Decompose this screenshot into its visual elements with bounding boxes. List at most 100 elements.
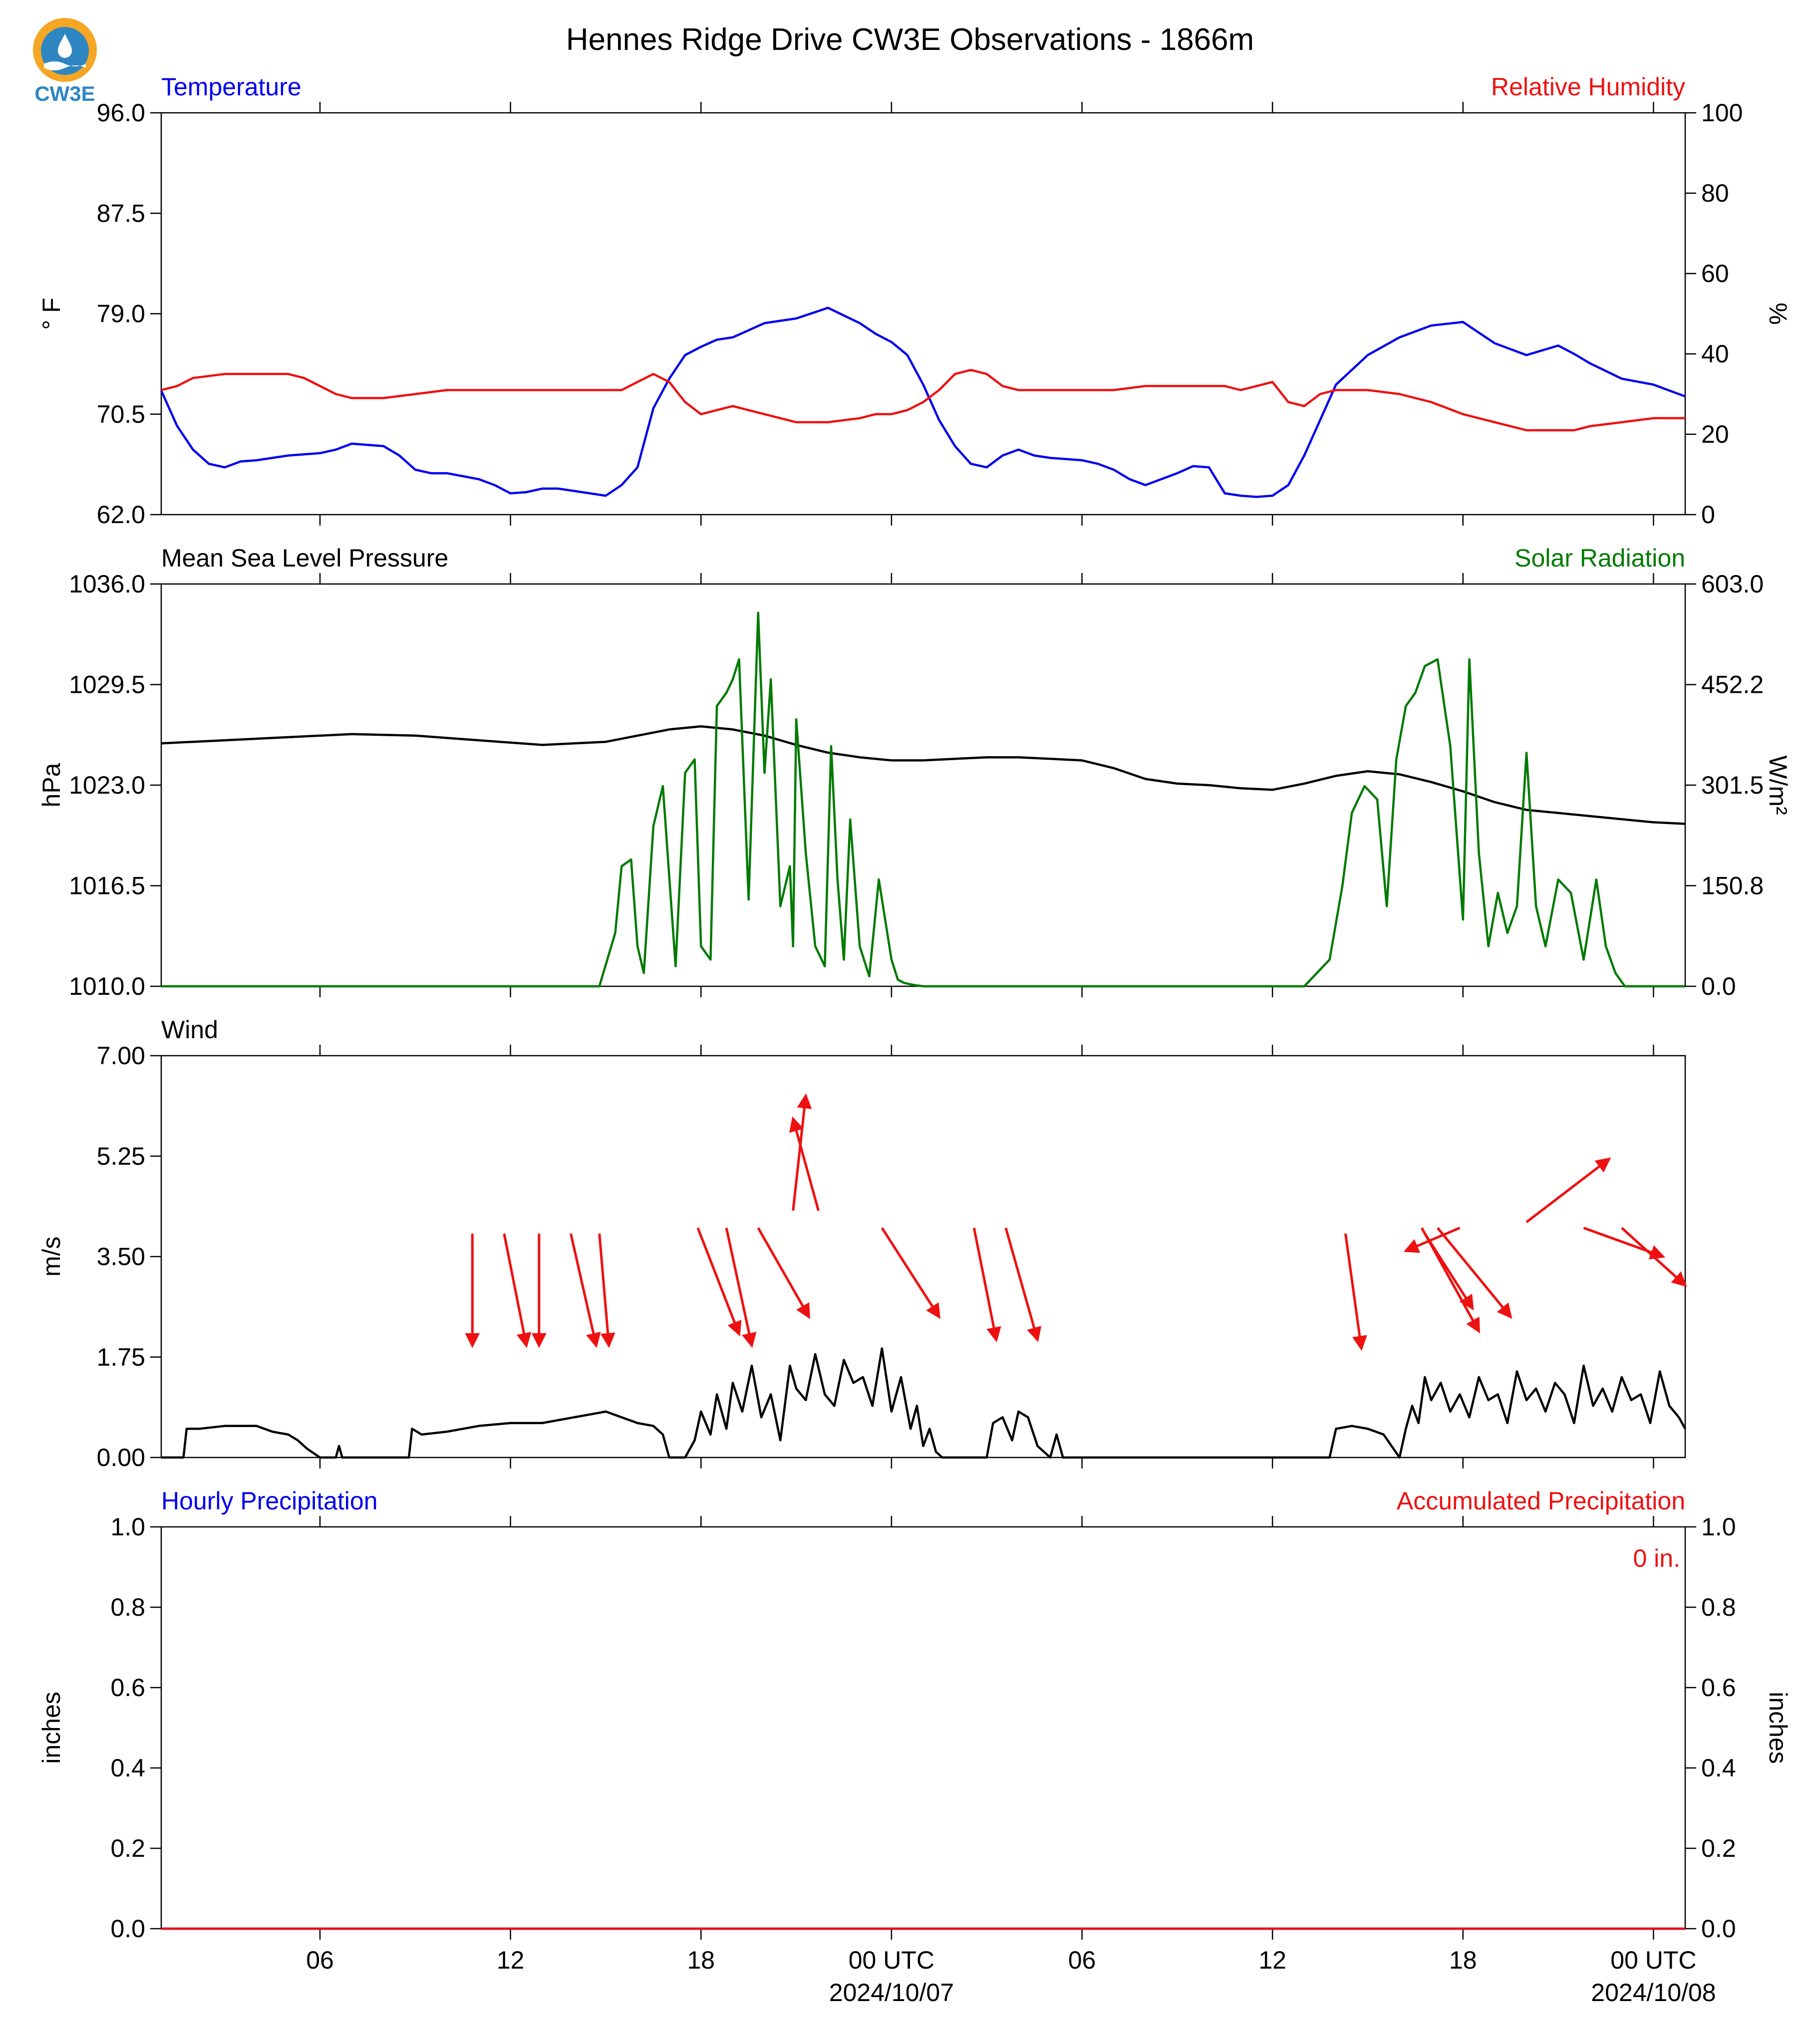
panel-title-left: Mean Sea Level Pressure [161, 544, 448, 572]
y-tick-label-left: 0.2 [110, 1834, 145, 1862]
y-tick-label-left: 87.5 [97, 199, 145, 227]
y-axis-label-left: inches [37, 1692, 65, 1764]
y-tick-label-right: 452.2 [1701, 671, 1764, 699]
y-tick-label-right: 20 [1701, 420, 1729, 448]
logo-text: CW3E [34, 82, 95, 105]
series-line-mean-sea-level-pressure [161, 725, 1686, 825]
panel-temperature_humidity: 62.0 70.5 79.0 87.5 96.0 0 20 40 60 80 100 Temperat… [37, 73, 1792, 529]
wind-arrow [1344, 1233, 1367, 1351]
x-date-label: 2024/10/08 [1591, 1979, 1716, 2007]
y-tick-label-right: 0.8 [1701, 1593, 1736, 1621]
wind-arrow [792, 1093, 812, 1211]
y-tick-label-right: 40 [1701, 340, 1729, 368]
logo-water-drop-icon [58, 34, 72, 58]
y-tick-label-left: 96.0 [97, 99, 145, 127]
y-tick-label-left: 5.25 [97, 1142, 145, 1170]
y-axis-label-left: hPa [37, 763, 65, 807]
panel-precipitation: 0.0 0.2 0.4 0.6 0.8 1.0 0.0 0.2 0.4 0.6 0.8 1.0 Hour… [37, 1487, 1792, 2007]
y-tick-label-right: 60 [1701, 260, 1729, 288]
y-tick-label-left: 0.8 [110, 1593, 145, 1621]
wind-arrow [570, 1233, 601, 1348]
y-tick-label-left: 0.6 [110, 1674, 145, 1702]
panel-title-right: Relative Humidity [1491, 73, 1685, 101]
figure-title: Hennes Ridge Drive CW3E Observations - 1… [566, 22, 1254, 57]
y-tick-label-left: 79.0 [97, 300, 145, 328]
wind-arrow [1525, 1157, 1611, 1223]
y-tick-label-right: 0.6 [1701, 1674, 1736, 1702]
panel-frame [160, 1055, 1686, 1458]
wind-arrow [503, 1233, 532, 1348]
panel-title-right: Solar Radiation [1515, 544, 1685, 572]
y-tick-label-right: 603.0 [1701, 570, 1764, 598]
panel-frame [160, 583, 1686, 987]
y-tick-label-right: 0.4 [1701, 1754, 1736, 1782]
y-tick-label-left: 0.0 [110, 1915, 145, 1943]
y-tick-label-left: 3.50 [97, 1243, 145, 1271]
y-tick-label-right: 301.5 [1701, 771, 1764, 799]
x-tick-label: 00 UTC [1610, 1946, 1696, 1974]
wind-arrow [1621, 1227, 1687, 1287]
y-tick-label-left: 70.5 [97, 400, 145, 428]
y-tick-label-right: 0.0 [1701, 972, 1736, 1000]
wind-arrow [789, 1116, 820, 1211]
panel-frame [160, 1526, 1686, 1930]
y-tick-label-right: 0.2 [1701, 1834, 1736, 1862]
panel-wind: 0.00 1.75 3.50 5.25 7.00 Wind m/s [37, 1016, 1687, 1471]
panel-pressure_solar: 1010.0 1016.5 1023.0 1029.5 1036.0 0.0 150.8 30… [37, 544, 1792, 1000]
y-tick-label-left: 1.0 [110, 1513, 145, 1541]
y-tick-label-left: 1023.0 [69, 771, 145, 799]
y-tick-label-right: 0.0 [1701, 1915, 1736, 1943]
y-axis-label-right: inches [1764, 1692, 1792, 1764]
wind-arrow [1004, 1227, 1042, 1343]
y-tick-label-left: 1016.5 [69, 872, 145, 900]
y-tick-label-right: 100 [1701, 99, 1743, 127]
wind-arrow [1424, 1233, 1474, 1311]
panel-frame [160, 112, 1686, 516]
y-tick-label-right: 1.0 [1701, 1513, 1736, 1541]
y-axis-label-right: % [1764, 302, 1792, 324]
logo-wave-icon [44, 61, 86, 70]
panel-title-left: Hourly Precipitation [161, 1487, 378, 1515]
series-line-temperature [160, 306, 1686, 498]
x-tick-label: 12 [1258, 1946, 1286, 1974]
y-tick-label-left: 1010.0 [69, 972, 145, 1000]
wind-arrow [696, 1227, 742, 1337]
panel-title-right: Accumulated Precipitation [1397, 1487, 1685, 1515]
y-tick-label-left: 1036.0 [69, 570, 145, 598]
y-tick-label-right: 0 [1701, 501, 1715, 529]
panel-title-left: Temperature [161, 73, 302, 101]
y-tick-label-left: 62.0 [97, 501, 145, 529]
y-tick-label-right: 80 [1701, 179, 1729, 207]
series-line-wind [161, 1347, 1686, 1459]
y-axis-label-right: W/m² [1764, 755, 1792, 815]
x-tick-label: 06 [306, 1946, 334, 1974]
cw3e-logo: CW3E [33, 18, 97, 105]
y-tick-label-left: 7.00 [97, 1042, 145, 1070]
wind-arrow [725, 1227, 757, 1348]
x-tick-label: 06 [1068, 1946, 1096, 1974]
y-axis-label-left: m/s [37, 1236, 65, 1277]
wind-arrow [1403, 1226, 1461, 1253]
y-tick-label-left: 0.00 [97, 1444, 145, 1471]
x-tick-label: 18 [687, 1946, 715, 1974]
x-tick-label: 00 UTC [849, 1946, 934, 1974]
y-tick-label-left: 1029.5 [69, 671, 145, 699]
x-date-label: 2024/10/07 [829, 1979, 954, 2007]
series-line-relative-humidity [161, 368, 1685, 432]
wind-arrow [598, 1233, 615, 1348]
wind-arrow [1436, 1227, 1513, 1319]
y-axis-label-left: ° F [37, 297, 65, 329]
wind-arrow [972, 1227, 1001, 1343]
series-line-solar-radiation [161, 611, 1685, 988]
y-tick-label-right: 150.8 [1701, 871, 1764, 899]
accumulated-total-annotation: 0 in. [1633, 1544, 1680, 1572]
panel-title-left: Wind [161, 1016, 218, 1044]
x-tick-label: 12 [497, 1946, 525, 1974]
wind-arrow [1583, 1226, 1666, 1260]
wind-arrow [757, 1227, 811, 1319]
x-tick-label: 18 [1449, 1946, 1477, 1974]
y-tick-label-left: 1.75 [97, 1343, 145, 1371]
y-tick-label-left: 0.4 [110, 1754, 145, 1782]
wind-arrow [881, 1227, 941, 1319]
